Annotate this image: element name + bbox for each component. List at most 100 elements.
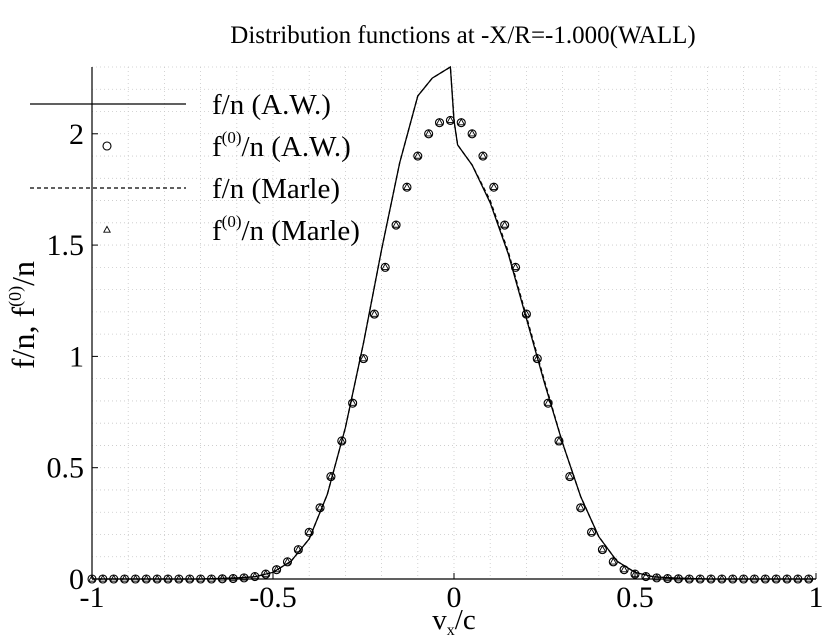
series-dashed xyxy=(92,65,816,580)
data-point-triangle xyxy=(326,472,335,480)
data-point-triangle xyxy=(587,527,596,535)
legend-swatch-circle xyxy=(102,141,112,151)
legend-label-sup: (0) xyxy=(222,128,242,147)
data-point-triangle xyxy=(685,574,694,582)
data-point-triangle xyxy=(174,574,183,582)
legend-label: f/n (Marle) xyxy=(212,173,340,205)
data-point-triangle xyxy=(620,565,629,573)
y-tick-label: 1.5 xyxy=(47,229,85,262)
data-point-triangle xyxy=(402,182,411,190)
legend-label: f(0)/n (Marle) xyxy=(212,212,360,247)
x-axis-label: vx/c xyxy=(432,604,475,637)
legend-label-main: f xyxy=(212,215,222,247)
legend-label-main: f/n (Marle) xyxy=(212,173,340,205)
data-point-triangle xyxy=(424,129,433,137)
data-point-triangle xyxy=(337,436,346,444)
data-point-triangle xyxy=(359,354,368,362)
series-triangle xyxy=(88,115,813,582)
data-point-triangle xyxy=(555,436,563,444)
data-point-triangle xyxy=(544,398,553,406)
data-point-triangle xyxy=(457,118,466,126)
data-point-triangle xyxy=(761,574,770,582)
data-point-triangle xyxy=(696,574,705,582)
data-point-triangle xyxy=(413,151,422,159)
data-point-triangle xyxy=(109,574,118,582)
x-tick-label: -0.5 xyxy=(249,581,297,614)
data-point-triangle xyxy=(468,129,477,137)
data-point-triangle xyxy=(305,527,314,535)
data-point-triangle xyxy=(783,574,792,582)
legend-entry: f/n (Marle) xyxy=(30,173,340,205)
y-tick-labels: 0 0.5 1 1.5 2 xyxy=(47,118,85,596)
chart-title: Distribution functions at -X/R=-1.000(WA… xyxy=(230,22,695,49)
legend-entry: f(0)/n (Marle) xyxy=(103,212,360,247)
y-tick-label: 0 xyxy=(69,563,84,596)
data-point-triangle xyxy=(772,574,781,582)
x-axis-label-sub: x xyxy=(447,622,455,637)
data-point-triangle xyxy=(348,398,357,406)
data-point-triangle xyxy=(120,574,129,582)
data-point-triangle xyxy=(98,574,107,582)
data-point-triangle xyxy=(272,565,281,573)
legend-label-sup: (0) xyxy=(222,212,242,231)
data-point-triangle xyxy=(674,574,683,582)
y-axis-label-sup: (0) xyxy=(5,286,26,307)
data-point-triangle xyxy=(500,220,509,228)
data-point-triangle xyxy=(392,220,401,228)
data-point-triangle xyxy=(185,574,194,582)
series-circle xyxy=(87,115,814,584)
data-point-triangle xyxy=(229,574,238,582)
x-tick-labels: -1 -0.5 0 0.5 1 xyxy=(80,581,824,614)
data-point-triangle xyxy=(598,545,607,553)
legend-label-main: f/n (A.W.) xyxy=(212,89,331,121)
axes xyxy=(91,67,817,580)
data-point-triangle xyxy=(565,472,574,480)
data-point-triangle xyxy=(804,574,813,582)
data-point-triangle xyxy=(240,573,249,581)
data-point-triangle xyxy=(652,573,661,581)
data-point-triangle xyxy=(88,574,96,582)
x-tick-label: -1 xyxy=(80,581,105,614)
data-point-triangle xyxy=(750,574,759,582)
data-point-triangle xyxy=(153,574,162,582)
data-point-triangle xyxy=(511,262,520,270)
x-tick-label: 1 xyxy=(809,581,824,614)
series-line-marle xyxy=(92,65,816,580)
data-point-triangle xyxy=(207,574,216,582)
legend-entry: f(0)/n (A.W.) xyxy=(102,128,351,163)
legend: f/n (A.W.)f(0)/n (A.W.)f/n (Marle)f(0)/n… xyxy=(30,89,360,247)
data-point-triangle xyxy=(663,574,672,582)
legend-label-tail: /n (A.W.) xyxy=(242,131,351,163)
data-point-triangle xyxy=(446,115,455,124)
data-point-triangle xyxy=(218,574,227,582)
data-point-triangle xyxy=(283,557,292,565)
x-axis-label-tail: /c xyxy=(455,604,476,636)
data-point-triangle xyxy=(576,503,585,511)
data-point-triangle xyxy=(131,574,140,582)
legend-label: f/n (A.W.) xyxy=(212,89,331,121)
data-point-triangle xyxy=(728,574,737,582)
x-axis-label-main: v xyxy=(432,604,447,636)
data-point-triangle xyxy=(739,574,748,582)
data-point-triangle xyxy=(533,354,542,362)
data-point-triangle xyxy=(381,262,390,270)
data-point-triangle xyxy=(707,574,715,582)
y-tick-label: 2 xyxy=(69,118,84,151)
y-axis-label: f/n, f(0)/n xyxy=(5,261,41,369)
data-point-triangle xyxy=(435,118,444,126)
data-point-triangle xyxy=(717,574,726,582)
y-axis-label-post: /n xyxy=(5,261,41,286)
y-tick-label: 1 xyxy=(69,340,84,373)
y-tick-label: 0.5 xyxy=(47,452,85,485)
data-point-triangle xyxy=(294,545,303,553)
data-point-triangle xyxy=(196,574,205,582)
data-point-triangle xyxy=(316,503,325,511)
data-point-triangle xyxy=(478,151,487,159)
legend-label-tail: /n (Marle) xyxy=(242,215,360,247)
grid xyxy=(91,66,817,580)
legend-entry: f/n (A.W.) xyxy=(30,89,331,121)
data-point-triangle xyxy=(609,557,618,565)
y-axis-label-pre: f/n, f xyxy=(5,307,41,370)
plot-area xyxy=(87,65,816,584)
